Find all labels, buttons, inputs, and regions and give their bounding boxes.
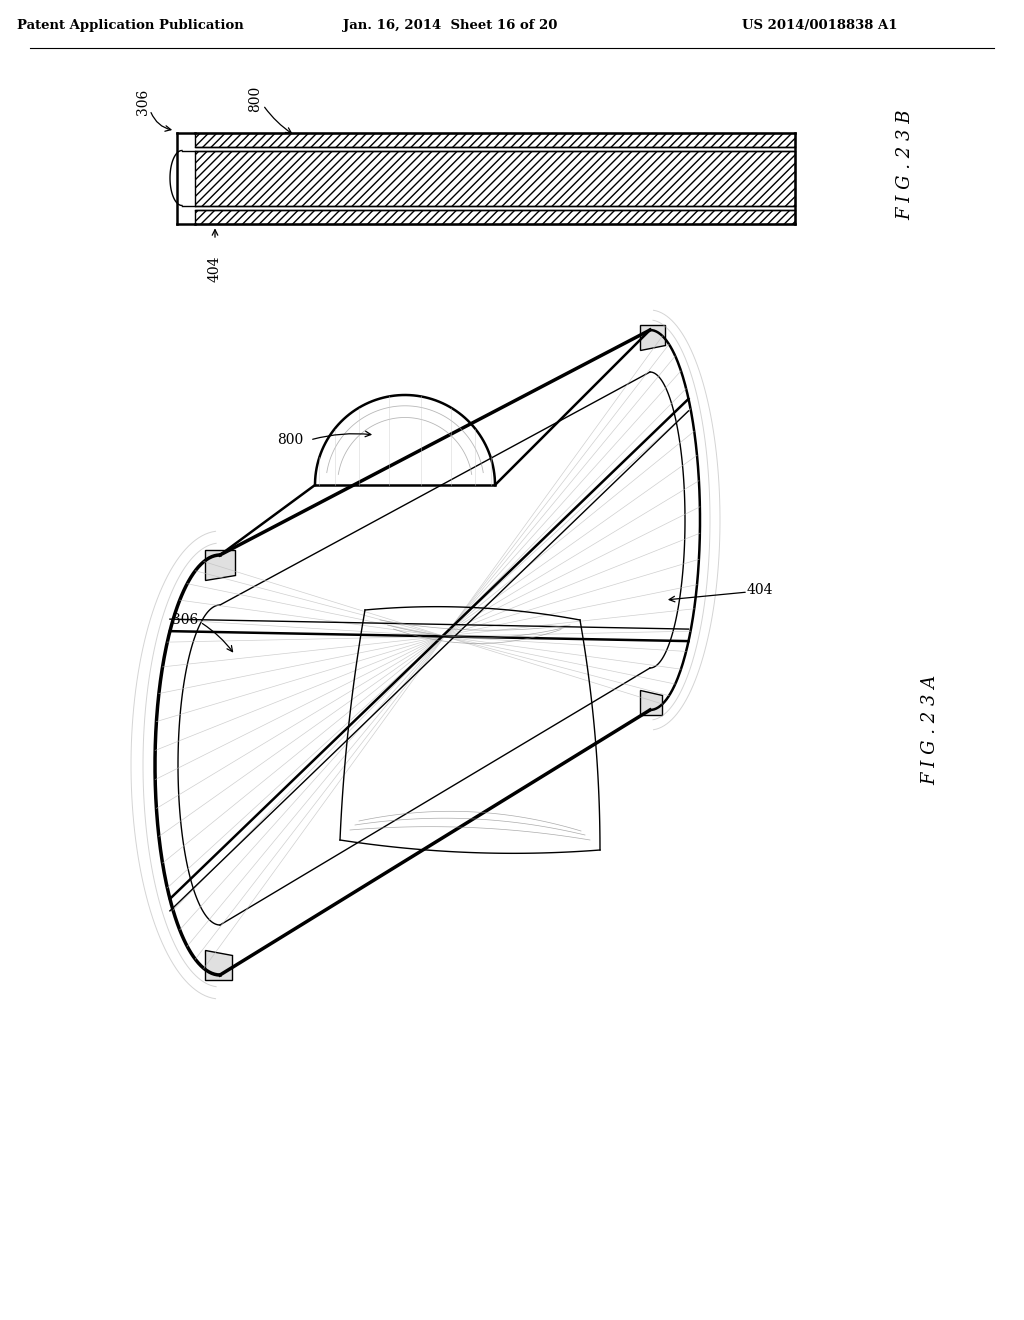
Text: 404: 404 xyxy=(746,583,773,597)
Text: Patent Application Publication: Patent Application Publication xyxy=(16,18,244,32)
Text: 306: 306 xyxy=(172,612,198,627)
Polygon shape xyxy=(640,325,665,350)
Text: 800: 800 xyxy=(248,86,262,112)
Text: F I G . 2 3 A: F I G . 2 3 A xyxy=(921,675,939,785)
Polygon shape xyxy=(640,690,662,715)
Text: 404: 404 xyxy=(208,255,222,281)
Text: F I G . 2 3 B: F I G . 2 3 B xyxy=(896,110,914,220)
Text: US 2014/0018838 A1: US 2014/0018838 A1 xyxy=(742,18,898,32)
Text: 306: 306 xyxy=(136,88,150,115)
Text: Jan. 16, 2014  Sheet 16 of 20: Jan. 16, 2014 Sheet 16 of 20 xyxy=(343,18,557,32)
Bar xyxy=(195,132,795,147)
Text: 800: 800 xyxy=(276,433,303,447)
Bar xyxy=(195,210,795,223)
Bar xyxy=(195,150,795,206)
Polygon shape xyxy=(205,950,232,979)
Polygon shape xyxy=(205,550,234,579)
